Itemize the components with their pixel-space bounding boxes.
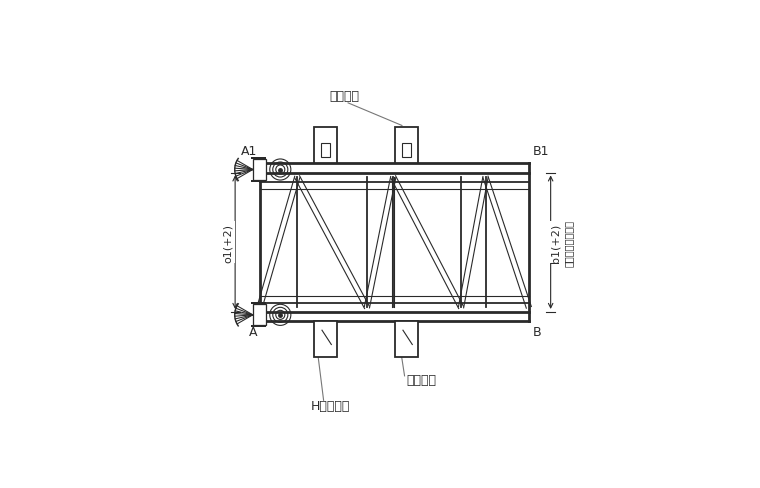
Bar bbox=[321, 144, 330, 157]
Bar bbox=[251, 181, 265, 183]
Bar bbox=[394, 128, 418, 164]
Bar bbox=[253, 160, 266, 181]
Text: B1: B1 bbox=[533, 145, 549, 158]
Bar bbox=[394, 322, 418, 357]
Bar bbox=[251, 303, 265, 305]
Text: 固定橔子: 固定橔子 bbox=[407, 373, 436, 386]
Text: B: B bbox=[533, 325, 541, 338]
Text: o1(+2): o1(+2) bbox=[223, 223, 233, 262]
Bar bbox=[402, 144, 411, 157]
Text: 保证钙笱中心距离: 保证钙笱中心距离 bbox=[564, 219, 574, 266]
Bar bbox=[314, 128, 337, 164]
Text: H型钙垫件: H型钙垫件 bbox=[310, 400, 350, 413]
Bar bbox=[253, 305, 266, 325]
Bar bbox=[314, 322, 337, 357]
Text: A1: A1 bbox=[242, 145, 258, 158]
Bar bbox=[251, 158, 265, 160]
Text: 固定挡块: 固定挡块 bbox=[329, 90, 359, 102]
Text: A: A bbox=[249, 325, 258, 338]
Bar bbox=[251, 325, 265, 328]
Text: b1(+2): b1(+2) bbox=[550, 223, 560, 262]
